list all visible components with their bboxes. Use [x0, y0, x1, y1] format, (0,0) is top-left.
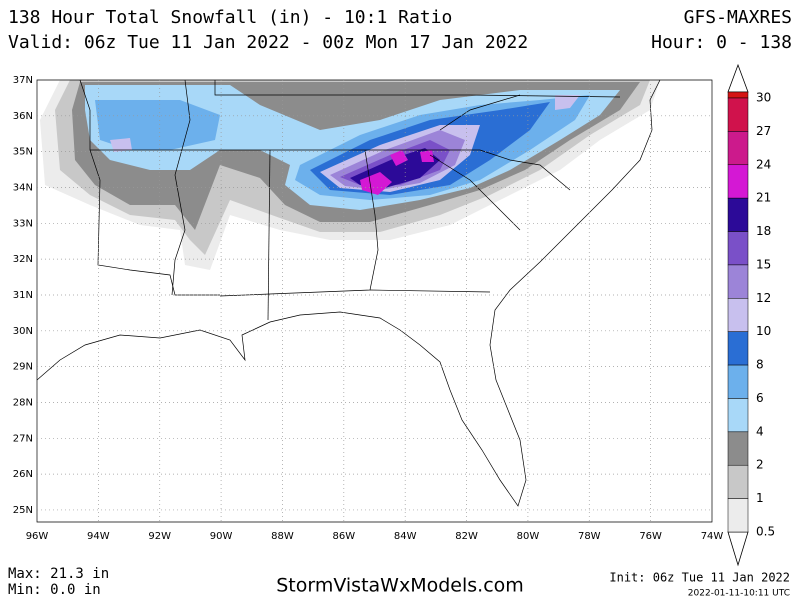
legend-label: 27 [756, 124, 771, 138]
lon-label: 94W [87, 531, 110, 542]
legend-top-arrow [727, 63, 749, 93]
hour-range: Hour: 0 - 138 [651, 32, 792, 53]
snowfall-field [40, 80, 660, 270]
lon-label: 86W [333, 531, 356, 542]
lat-label: 29N [13, 362, 33, 373]
legend-swatch [727, 398, 749, 433]
lon-label: 78W [578, 531, 601, 542]
lat-label: 32N [13, 254, 33, 265]
legend-swatch [727, 331, 749, 366]
valid-time: Valid: 06z Tue 11 Jan 2022 - 00z Mon 17 … [8, 32, 528, 53]
legend-label: 6 [756, 391, 764, 405]
lon-label: 90W [210, 531, 233, 542]
lon-label: 82W [455, 531, 478, 542]
legend-swatch [727, 298, 749, 332]
legend-swatch [727, 97, 749, 132]
legend-swatch [727, 197, 749, 232]
legend-swatch [727, 91, 749, 99]
legend-label: 21 [756, 191, 771, 205]
legend-swatch [727, 464, 749, 499]
lat-label: 35N [13, 147, 33, 158]
legend-swatch [727, 264, 749, 299]
lat-label: 34N [13, 182, 33, 193]
lon-label: 74W [701, 531, 724, 542]
lon-label: 92W [148, 531, 171, 542]
legend-label: 4 [756, 424, 764, 438]
lon-label: 80W [517, 531, 540, 542]
init-time: Init: 06z Tue 11 Jan 2022 [609, 571, 790, 585]
lat-label: 37N [13, 75, 33, 86]
legend-swatch [727, 164, 749, 199]
lat-label: 26N [13, 469, 33, 480]
site-name: StormVistaWxModels.com [276, 575, 524, 597]
timestamp: 2022-01-11-10:11 UTC [688, 589, 790, 599]
lon-label: 88W [271, 531, 294, 542]
lat-label: 28N [13, 397, 33, 408]
max-value: Max: 21.3 in [8, 566, 109, 582]
lat-label: 25N [13, 505, 33, 516]
legend-label: 8 [756, 358, 764, 372]
legend-swatch [727, 364, 749, 399]
legend-label: 2 [756, 458, 764, 472]
lon-label: 76W [639, 531, 662, 542]
legend-bottom-arrow [727, 531, 749, 567]
lat-label: 31N [13, 290, 33, 301]
legend-swatch [727, 131, 749, 166]
legend-label: 18 [756, 224, 771, 238]
legend-label: 15 [756, 257, 771, 271]
lat-label: 33N [13, 218, 33, 229]
legend-swatch [727, 231, 749, 266]
graticule: 37N 36N 35N 34N 33N 32N 31N 30N 29N 28N 27N 26N 25N 9… [13, 75, 724, 542]
title: 138 Hour Total Snowfall (in) - 10:1 Rati… [8, 7, 452, 28]
legend-label: 1 [756, 491, 764, 505]
legend-label: 24 [756, 157, 771, 171]
legend-swatch [727, 498, 749, 533]
legend-label: 30 [756, 91, 771, 105]
lat-label: 36N [13, 111, 33, 122]
lat-label: 27N [13, 433, 33, 444]
legend-label: 12 [756, 291, 771, 305]
model-name: GFS-MAXRES [684, 7, 792, 28]
legend-swatch [727, 431, 749, 466]
lon-label: 96W [26, 531, 49, 542]
lat-label: 30N [13, 326, 33, 337]
legend-label: 10 [756, 324, 771, 338]
legend-label: 0.5 [756, 525, 775, 539]
borders [36, 79, 713, 523]
min-value: Min: 0.0 in [8, 582, 101, 598]
lon-label: 84W [394, 531, 417, 542]
